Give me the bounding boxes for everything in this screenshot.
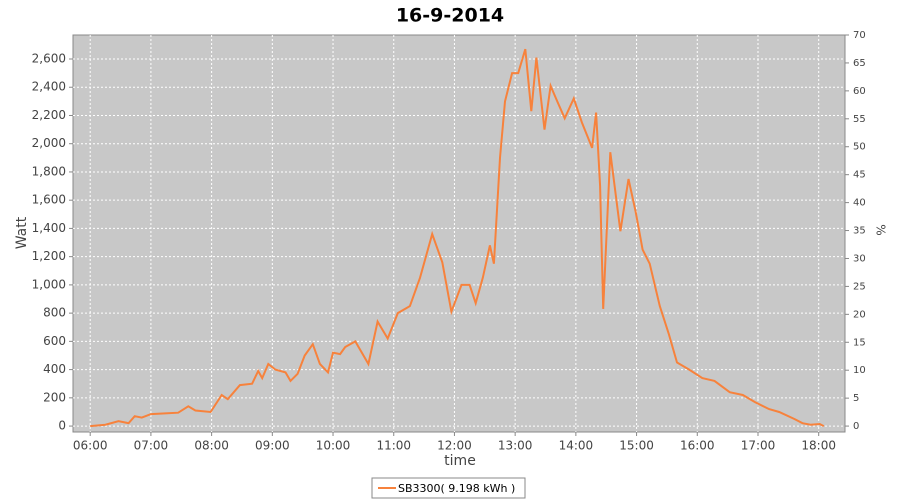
y-tick-label: 0 [58, 419, 66, 433]
y2-tick-label: 15 [853, 337, 866, 348]
data-line [90, 48, 825, 428]
x-tick-label: 14:00 [559, 439, 594, 453]
y-tick-label: 2,400 [32, 80, 66, 94]
y-tick-label: 1,400 [32, 221, 66, 235]
y2-tick-label: 30 [853, 253, 866, 264]
y-tick-label: 200 [43, 390, 66, 404]
x-tick-label: 06:00 [73, 439, 108, 453]
y-tick-label: 2,200 [32, 108, 66, 122]
y-tick-label: 800 [43, 306, 66, 320]
y2-tick-label: 70 [853, 30, 866, 41]
x-axis-label: time [444, 453, 476, 469]
y2-axis-label: % [874, 224, 888, 235]
y2-tick-label: 40 [853, 198, 866, 209]
x-tick-label: 16:00 [680, 439, 715, 453]
x-tick-label: 13:00 [498, 439, 533, 453]
chart-title: 16-9-2014 [396, 5, 504, 27]
y-tick-label: 1,000 [32, 277, 66, 291]
x-tick-label: 15:00 [619, 439, 654, 453]
y2-tick-label: 35 [853, 226, 866, 237]
y2-tick-label: 25 [853, 281, 866, 292]
y-tick-label: 600 [43, 334, 66, 348]
y-tick-label: 1,600 [32, 193, 66, 207]
y-tick-label: 2,000 [32, 136, 66, 150]
x-tick-label: 08:00 [194, 439, 229, 453]
x-tick-label: 11:00 [376, 439, 411, 453]
y2-tick-label: 50 [853, 142, 866, 153]
y2-tick-label: 5 [853, 393, 859, 404]
x-tick-label: 12:00 [437, 439, 472, 453]
x-tick-label: 10:00 [316, 439, 351, 453]
x-tick-label: 17:00 [741, 439, 776, 453]
y-axis-label: Watt [14, 216, 30, 249]
y-tick-label: 1,200 [32, 249, 66, 263]
x-tick-label: 07:00 [134, 439, 169, 453]
y2-tick-label: 0 [853, 421, 859, 432]
y2-tick-label: 60 [853, 86, 866, 97]
y2-tick-label: 65 [853, 58, 866, 69]
y2-tick-label: 10 [853, 365, 866, 376]
y-tick-label: 400 [43, 362, 66, 376]
y2-tick-label: 20 [853, 309, 866, 320]
legend-label: SB3300( 9.198 kWh ) [398, 482, 515, 495]
y-tick-label: 1,800 [32, 164, 66, 178]
plot-area [72, 34, 846, 433]
y-tick-label: 2,600 [32, 52, 66, 66]
x-tick-label: 18:00 [801, 439, 836, 453]
y2-tick-label: 45 [853, 170, 866, 181]
legend [371, 477, 526, 499]
y2-tick-label: 55 [853, 114, 866, 125]
x-tick-label: 09:00 [255, 439, 290, 453]
